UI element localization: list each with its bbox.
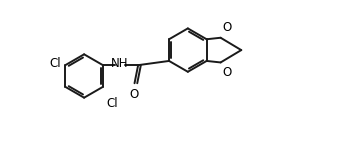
Text: O: O: [223, 66, 232, 79]
Text: Cl: Cl: [106, 97, 117, 110]
Text: O: O: [223, 21, 232, 34]
Text: O: O: [129, 88, 139, 101]
Text: NH: NH: [111, 57, 128, 70]
Text: Cl: Cl: [49, 57, 61, 70]
